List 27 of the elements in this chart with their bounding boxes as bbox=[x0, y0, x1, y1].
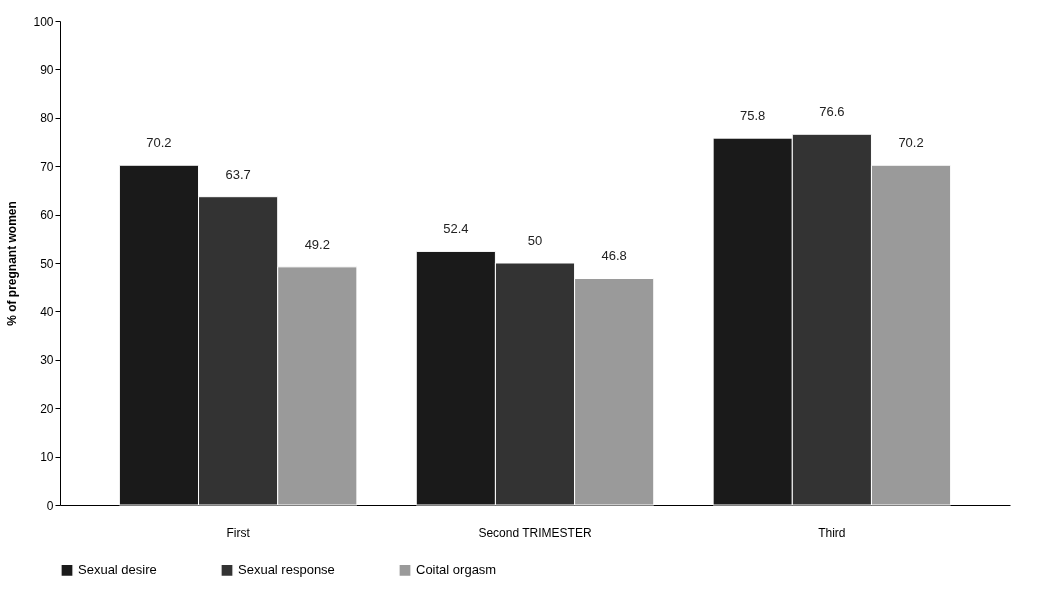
legend-label: Coital orgasm bbox=[416, 562, 497, 578]
x-tick-label: Third bbox=[818, 525, 846, 540]
y-tick-label: 20 bbox=[40, 401, 54, 416]
data-label: 76.6 bbox=[819, 104, 845, 120]
x-tick-label: Second TRIMESTER bbox=[478, 525, 592, 540]
data-label: 63.7 bbox=[225, 166, 251, 182]
y-tick-label: 100 bbox=[33, 14, 54, 29]
y-axis-title: % of pregnant women bbox=[5, 201, 20, 326]
legend-label: Sexual desire bbox=[78, 562, 157, 578]
y-tick-label: 60 bbox=[40, 208, 54, 223]
y-tick-label: 30 bbox=[40, 353, 54, 368]
y-tick-label: 50 bbox=[40, 256, 54, 271]
data-label: 46.8 bbox=[601, 248, 627, 264]
y-tick-label: 0 bbox=[46, 498, 54, 513]
y-tick-label: 90 bbox=[40, 62, 54, 77]
x-tick-label: First bbox=[226, 525, 251, 540]
y-tick-label: 40 bbox=[40, 304, 54, 319]
data-label: 70.2 bbox=[146, 135, 172, 151]
y-tick-label: 80 bbox=[40, 111, 54, 126]
data-label: 70.2 bbox=[898, 135, 924, 151]
legend-label: Sexual response bbox=[238, 562, 335, 578]
y-tick-label: 10 bbox=[40, 450, 54, 465]
data-label: 50 bbox=[527, 233, 543, 248]
data-label: 52.4 bbox=[443, 221, 469, 237]
y-tick-label: 70 bbox=[40, 159, 54, 174]
data-label: 49.2 bbox=[304, 236, 330, 252]
data-label: 75.8 bbox=[740, 108, 766, 124]
